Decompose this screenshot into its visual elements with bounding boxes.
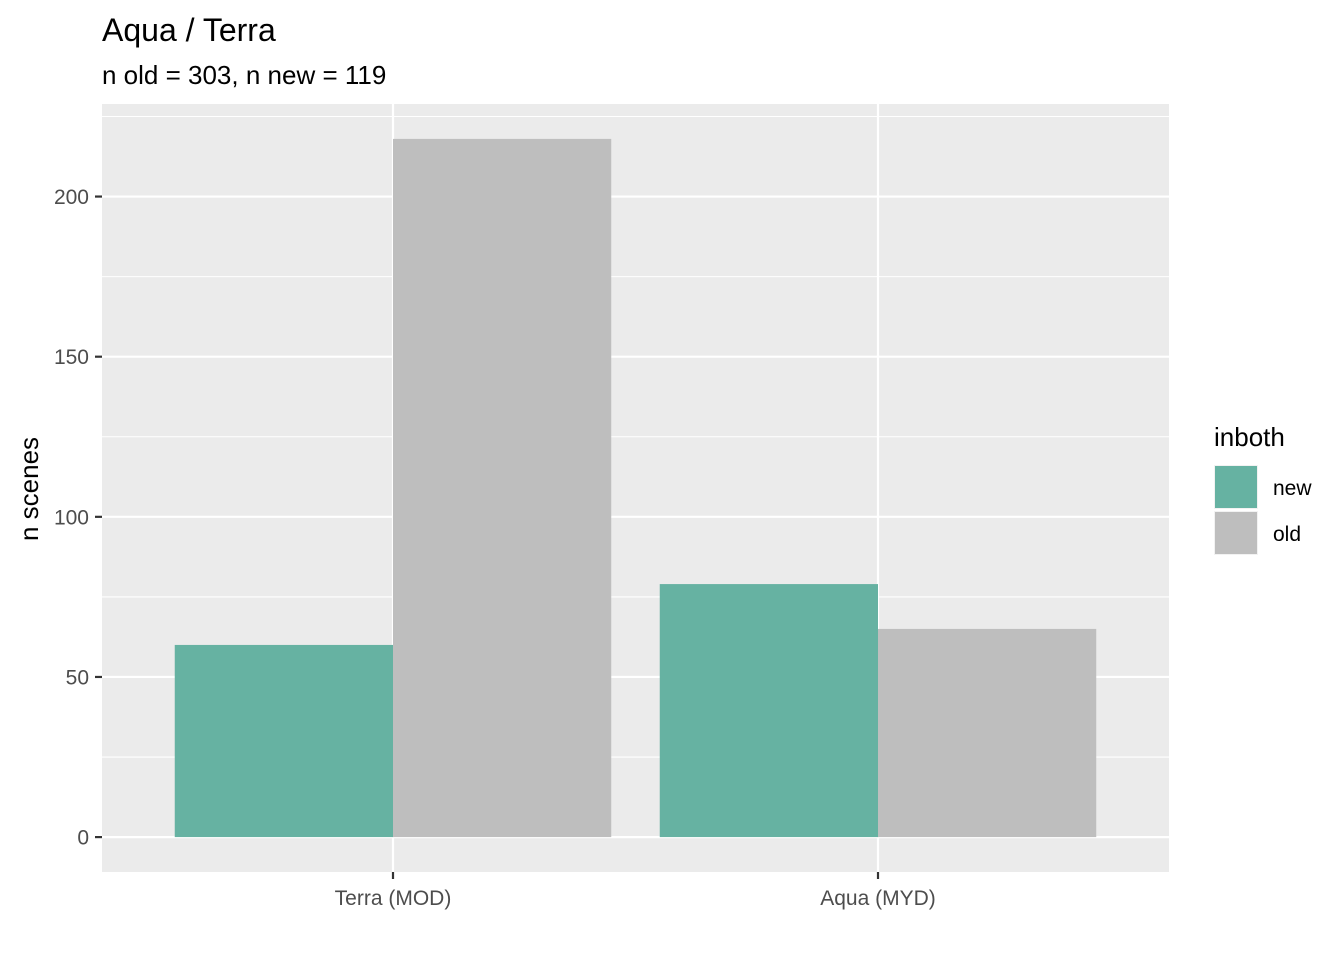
y-tick-label: 0 xyxy=(77,827,89,850)
y-tick-label: 100 xyxy=(54,506,89,529)
chart-subtitle: n old = 303, n new = 119 xyxy=(102,60,386,90)
legend: inboth new old xyxy=(1214,422,1312,555)
bar-old-0 xyxy=(393,138,612,838)
x-tick-label: Terra (MOD) xyxy=(335,887,452,910)
bar-old-1 xyxy=(878,628,1097,838)
y-tick-label: 200 xyxy=(54,186,89,209)
x-axis: Terra (MOD) Aqua (MYD) xyxy=(335,872,936,910)
bars xyxy=(174,138,1097,838)
y-axis: 0 50 100 150 200 xyxy=(54,186,102,850)
x-tick-label: Aqua (MYD) xyxy=(820,887,936,910)
legend-label-new: new xyxy=(1273,477,1312,500)
legend-key-old xyxy=(1215,512,1257,554)
y-axis-title: n scenes xyxy=(14,437,44,541)
y-tick-label: 50 xyxy=(66,666,89,689)
bar-new-1 xyxy=(659,584,878,838)
y-tick-label: 150 xyxy=(54,346,89,369)
bar-new-0 xyxy=(174,644,393,838)
legend-key-new xyxy=(1215,466,1257,508)
legend-title: inboth xyxy=(1214,422,1285,452)
chart-title: Aqua / Terra xyxy=(102,12,276,48)
legend-label-old: old xyxy=(1273,523,1301,546)
